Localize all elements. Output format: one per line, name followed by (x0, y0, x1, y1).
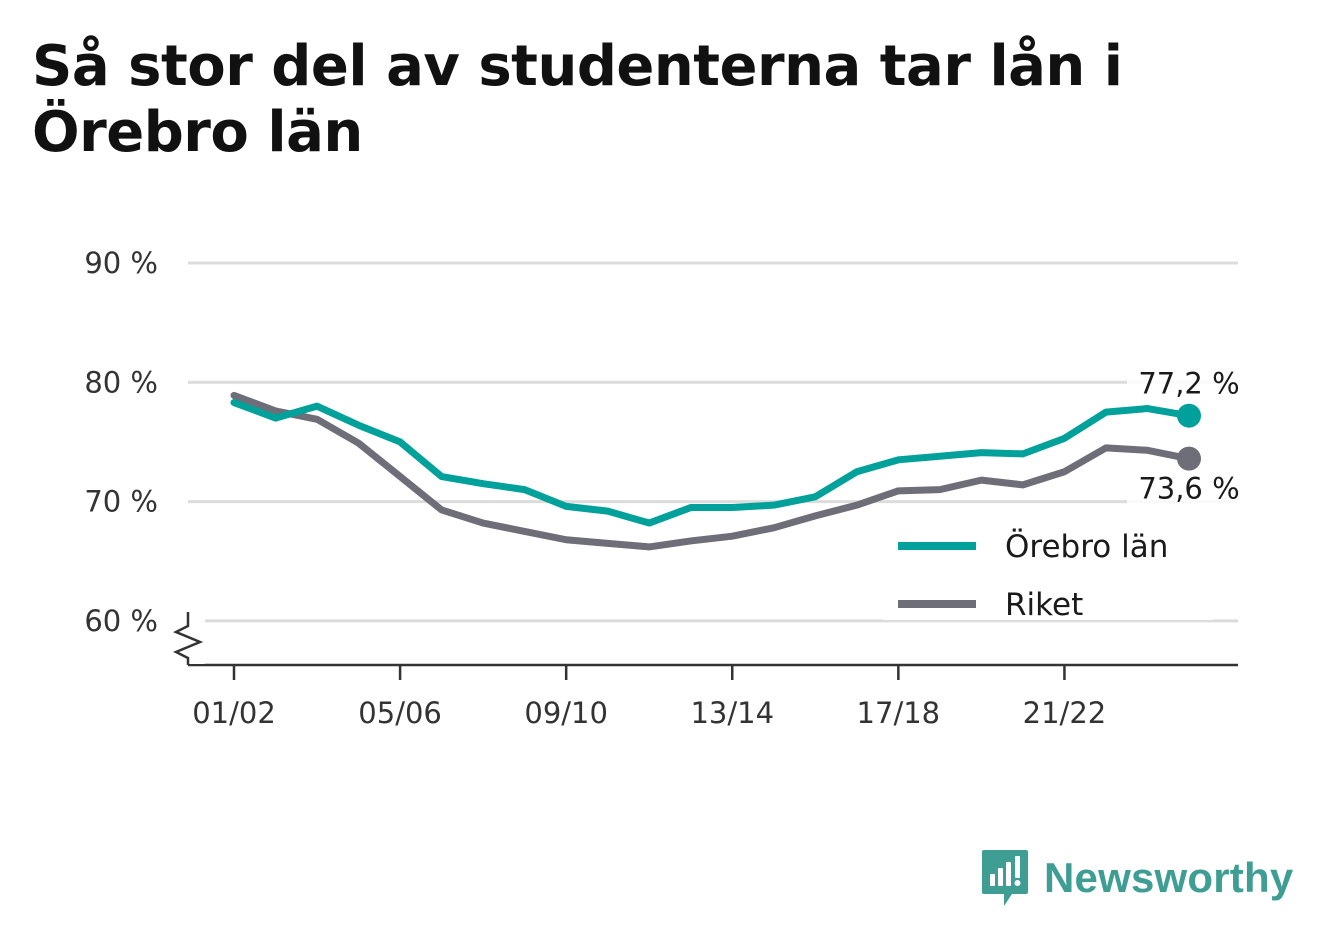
series-line (230, 399, 1193, 527)
series-end-label: 73,6 % (1138, 472, 1239, 506)
legend: Örebro län Riket (883, 522, 1213, 623)
chart-title: Så stor del av studenterna tar lån i Öre… (32, 34, 1123, 165)
y-tick-label: 70 % (84, 485, 158, 519)
series-end-point (1177, 446, 1201, 471)
x-tick-label: 05/06 (358, 696, 442, 730)
x-axis-ticks: 01/02 05/06 09/10 13/14 17/18 21/22 (192, 665, 1106, 730)
end-label-background (1127, 471, 1251, 508)
axis-break-icon (172, 612, 204, 665)
y-tick-label: 90 % (84, 246, 158, 280)
x-tick-label: 13/14 (690, 696, 774, 730)
series-end-point (1177, 403, 1201, 428)
x-tick-label: 01/02 (192, 696, 276, 730)
gridlines (188, 261, 1238, 623)
legend-label: Riket (1005, 587, 1083, 623)
y-tick-label: 80 % (84, 365, 158, 399)
x-axis (172, 612, 1238, 667)
y-tick-label: 60 % (84, 604, 158, 638)
x-tick-label: 21/22 (1023, 696, 1107, 730)
series-line (230, 391, 1193, 551)
series-lines: 77,2 % 73,6 % (230, 366, 1251, 551)
legend-label: Örebro län (1005, 528, 1168, 565)
x-tick-label: 17/18 (857, 696, 941, 730)
x-tick-label: 09/10 (524, 696, 608, 730)
newsworthy-logo-icon (982, 850, 1028, 906)
brand-name: Newsworthy (1044, 854, 1294, 901)
end-label-background (1127, 366, 1251, 403)
series-end-label: 77,2 % (1138, 367, 1239, 401)
y-axis-ticks: 60 % 70 % 80 % 90 % (84, 246, 158, 638)
brand: Newsworthy (980, 848, 1293, 908)
